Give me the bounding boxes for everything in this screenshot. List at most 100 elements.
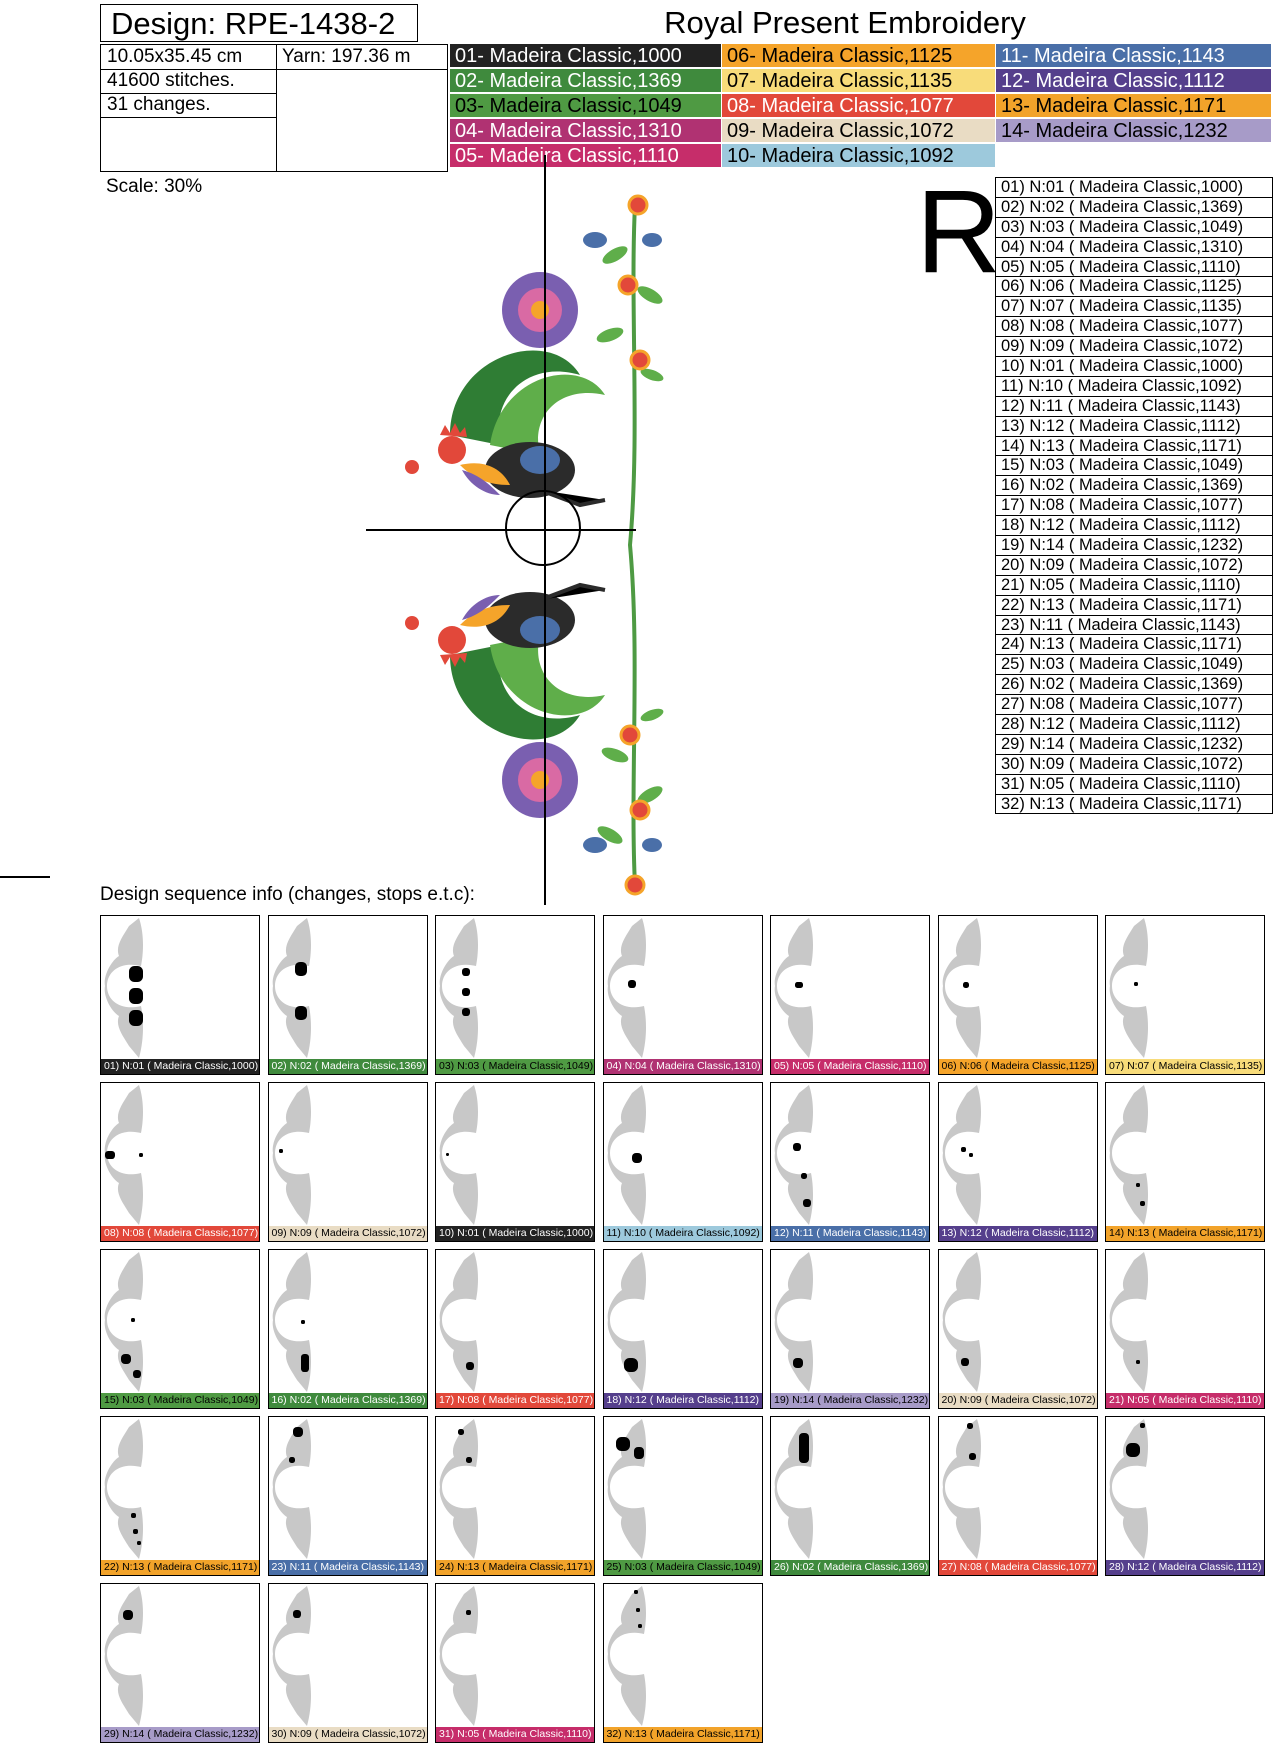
design-artwork [405, 194, 664, 896]
design-silhouette [774, 918, 813, 1058]
sequence-row: 18) N:12 ( Madeira Classic,1112) [995, 515, 1273, 536]
thumbnail-label: 29) N:14 ( Madeira Classic,1232) [101, 1727, 259, 1742]
design-silhouette [104, 1586, 143, 1726]
step-stitch-area [1136, 1183, 1140, 1187]
step-stitch-area [294, 962, 307, 976]
step-stitch-area [131, 1513, 136, 1518]
step-stitch-area [633, 1447, 644, 1459]
sequence-thumbnail: 18) N:12 ( Madeira Classic,1112) [602, 1249, 763, 1409]
design-silhouette [1109, 1252, 1148, 1392]
design-silhouette [439, 1419, 478, 1559]
step-stitch-area [129, 988, 143, 1004]
step-stitch-area [300, 1320, 305, 1324]
step-stitch-area [637, 1624, 642, 1628]
design-silhouette [272, 1252, 311, 1392]
palette-swatch: 04- Madeira Classic,1310 [450, 119, 722, 143]
sequence-thumbnail: 20) N:09 ( Madeira Classic,1072) [937, 1249, 1098, 1409]
sequence-row: 14) N:13 ( Madeira Classic,1171) [995, 435, 1273, 456]
thumbnail-label: 11) N:10 ( Madeira Classic,1092) [603, 1226, 762, 1241]
step-stitch-area [462, 988, 470, 996]
orientation-letter: R [916, 166, 1002, 298]
thumbnail-label: 23) N:11 ( Madeira Classic,1143) [268, 1560, 427, 1575]
step-stitch-area [1136, 1360, 1140, 1364]
crosshair-horizontal [366, 529, 636, 531]
sequence-row: 03) N:03 ( Madeira Classic,1049) [995, 216, 1273, 237]
stitch-count: 41600 stitches. [107, 70, 235, 91]
thumbnail-label: 04) N:04 ( Madeira Classic,1310) [603, 1059, 762, 1074]
sequence-thumbnail: 19) N:14 ( Madeira Classic,1232) [770, 1249, 930, 1409]
step-stitch-area [1140, 1423, 1145, 1428]
sequence-row: 24) N:13 ( Madeira Classic,1171) [995, 634, 1273, 655]
sequence-row: 30) N:09 ( Madeira Classic,1072) [995, 753, 1273, 774]
step-stitch-area [615, 1437, 630, 1451]
palette-swatch: 07- Madeira Classic,1135 [722, 69, 996, 93]
step-stitch-area [294, 1006, 307, 1020]
step-stitch-area [795, 982, 803, 988]
thumbnail-label: 20) N:09 ( Madeira Classic,1072) [938, 1393, 1097, 1408]
sequence-thumbnail: 30) N:09 ( Madeira Classic,1072) [267, 1583, 428, 1743]
step-stitch-area [131, 1318, 135, 1322]
sequence-thumbnail: 31) N:05 ( Madeira Classic,1110) [435, 1583, 595, 1743]
sequence-thumbnail: 10) N:01 ( Madeira Classic,1000) [435, 1082, 595, 1242]
thumbnail-label: 16) N:02 ( Madeira Classic,1369) [268, 1393, 427, 1408]
design-silhouette [272, 1419, 311, 1559]
palette-swatch: 12- Madeira Classic,1112 [996, 69, 1272, 93]
design-silhouette [439, 918, 478, 1058]
step-stitch-area [1140, 1201, 1145, 1206]
step-stitch-area [962, 982, 969, 988]
embroidery-design-preview [366, 155, 710, 905]
thumbnail-label: 12) N:11 ( Madeira Classic,1143) [771, 1226, 929, 1241]
sequence-title: Design sequence info (changes, stops e.t… [100, 884, 475, 905]
design-silhouette [1109, 918, 1148, 1058]
step-stitch-area [623, 1358, 638, 1372]
step-stitch-area [123, 1610, 133, 1620]
design-silhouette [607, 1252, 646, 1392]
step-stitch-area [137, 1541, 141, 1545]
sequence-row: 22) N:13 ( Madeira Classic,1171) [995, 594, 1273, 615]
design-silhouette [272, 1586, 311, 1726]
sequence-row: 10) N:01 ( Madeira Classic,1000) [995, 356, 1273, 376]
step-stitch-area [121, 1354, 131, 1364]
step-stitch-area [292, 1427, 303, 1437]
sequence-thumbnail: 26) N:02 ( Madeira Classic,1369) [770, 1416, 930, 1576]
thumbnail-label: 09) N:09 ( Madeira Classic,1072) [268, 1226, 427, 1241]
thumbnail-label: 10) N:01 ( Madeira Classic,1000) [436, 1226, 594, 1241]
design-title: Design: RPE-1438-2 [100, 4, 418, 42]
sequence-thumbnail: 04) N:04 ( Madeira Classic,1310) [602, 915, 763, 1075]
thumbnail-label: 19) N:14 ( Madeira Classic,1232) [771, 1393, 929, 1408]
step-stitch-area [968, 1453, 976, 1460]
thumbnail-label: 13) N:12 ( Madeira Classic,1112) [938, 1226, 1097, 1241]
thumbnail-label: 22) N:13 ( Madeira Classic,1171) [101, 1560, 259, 1575]
sequence-thumbnail: 05) N:05 ( Madeira Classic,1110) [770, 915, 930, 1075]
sequence-thumbnail: 09) N:09 ( Madeira Classic,1072) [267, 1082, 428, 1242]
sequence-thumbnail: 07) N:07 ( Madeira Classic,1135) [1105, 915, 1265, 1075]
thumbnail-label: 25) N:03 ( Madeira Classic,1049) [603, 1560, 762, 1575]
step-stitch-area [466, 1610, 471, 1615]
sequence-row: 17) N:08 ( Madeira Classic,1077) [995, 495, 1273, 516]
thread-palette: 01- Madeira Classic,1000 02- Madeira Clas… [450, 44, 1274, 172]
step-stitch-area [292, 1610, 301, 1618]
sequence-row: 01) N:01 ( Madeira Classic,1000) [995, 177, 1273, 197]
thumbnail-label: 06) N:06 ( Madeira Classic,1125) [938, 1059, 1097, 1074]
step-stitch-area [446, 1153, 449, 1156]
design-silhouette [439, 1085, 478, 1225]
sequence-row: 25) N:03 ( Madeira Classic,1049) [995, 654, 1273, 675]
thumbnail-label: 24) N:13 ( Madeira Classic,1171) [436, 1560, 594, 1575]
design-size: 10.05x35.45 cm [107, 46, 243, 67]
step-stitch-area [133, 1370, 141, 1378]
thumbnail-label: 08) N:08 ( Madeira Classic,1077) [101, 1226, 259, 1241]
sequence-thumbnail: 02) N:02 ( Madeira Classic,1369) [267, 915, 428, 1075]
step-stitch-area [633, 1590, 638, 1594]
sequence-row: 29) N:14 ( Madeira Classic,1232) [995, 733, 1273, 754]
thumbnail-label: 02) N:02 ( Madeira Classic,1369) [268, 1059, 427, 1074]
sequence-thumbnail: 25) N:03 ( Madeira Classic,1049) [602, 1416, 763, 1576]
step-stitch-area [133, 1529, 138, 1534]
step-stitch-area [1126, 1443, 1140, 1457]
step-stitch-area [462, 1008, 470, 1016]
step-stitch-area [288, 1457, 295, 1463]
thumbnail-label: 03) N:03 ( Madeira Classic,1049) [436, 1059, 594, 1074]
design-silhouette [1109, 1419, 1148, 1559]
sequence-thumbnail: 27) N:08 ( Madeira Classic,1077) [937, 1416, 1098, 1576]
palette-swatch: 11- Madeira Classic,1143 [996, 44, 1272, 68]
sequence-row: 07) N:07 ( Madeira Classic,1135) [995, 296, 1273, 317]
